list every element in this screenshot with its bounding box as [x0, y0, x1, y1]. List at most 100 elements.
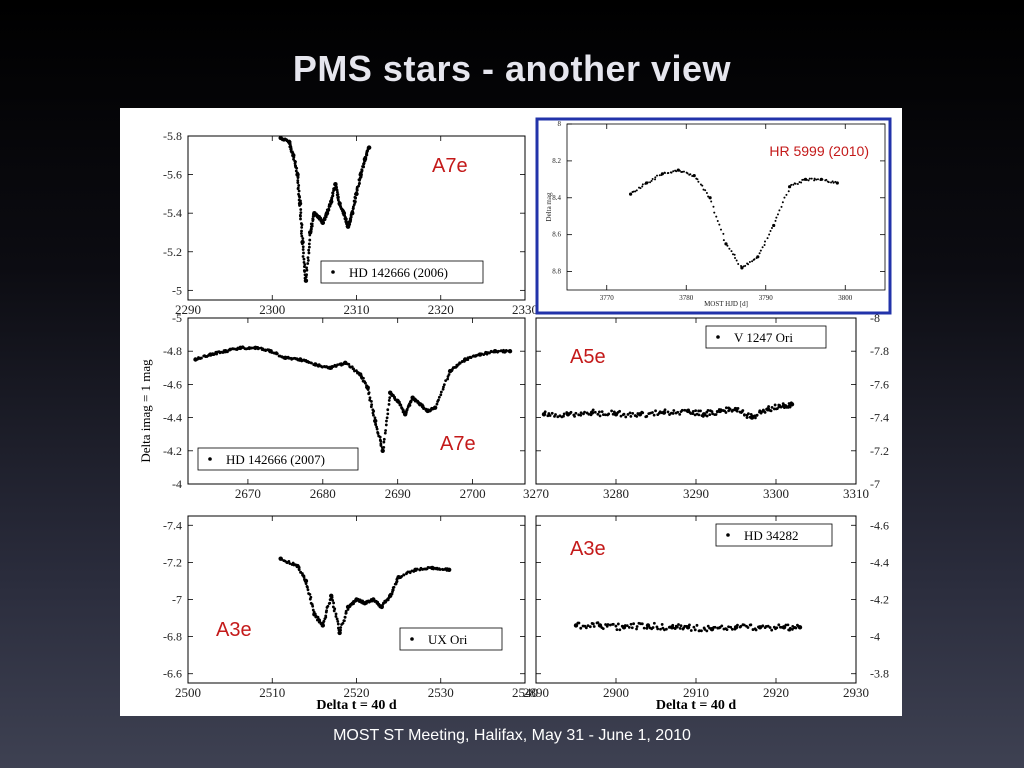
data-point: [304, 582, 308, 585]
data-point: [774, 219, 777, 222]
data-point: [635, 627, 638, 631]
x-tick-label: 2920: [763, 685, 789, 700]
data-point: [336, 619, 340, 623]
data-point: [645, 414, 649, 418]
data-point: [367, 392, 371, 396]
data-point: [641, 185, 644, 188]
data-point: [302, 265, 306, 269]
data-point: [764, 240, 767, 243]
y-tick-label: 8.4: [552, 194, 561, 202]
data-point: [562, 414, 565, 418]
y-tick-label: 8: [558, 120, 562, 128]
data-point: [287, 559, 291, 563]
data-point: [716, 219, 719, 222]
data-point: [800, 181, 803, 184]
data-point: [770, 226, 773, 229]
data-point: [687, 408, 690, 412]
data-point: [652, 621, 656, 625]
data-point: [703, 627, 707, 631]
data-point: [402, 573, 406, 577]
data-point: [303, 278, 309, 283]
y-tick-label: -7.6: [870, 377, 889, 391]
data-point: [296, 179, 300, 182]
y-tick-label: -7: [870, 477, 880, 491]
data-point: [790, 627, 794, 631]
data-point: [784, 623, 788, 627]
data-point: [350, 210, 354, 213]
data-point: [292, 155, 296, 159]
data-point: [667, 172, 670, 175]
data-point: [680, 408, 684, 412]
data-point: [630, 626, 634, 630]
data-point: [322, 619, 326, 623]
data-point: [701, 184, 704, 187]
data-point: [695, 623, 699, 627]
x-tick-label: 3270: [523, 486, 549, 501]
data-point: [606, 623, 610, 626]
data-point: [789, 402, 795, 407]
data-point: [300, 242, 304, 246]
x-tick-label: 2910: [683, 685, 709, 700]
data-point: [671, 623, 675, 627]
data-point: [614, 624, 618, 628]
data-point: [759, 249, 762, 252]
data-point: [767, 405, 771, 408]
y-tick-label: -5.2: [163, 245, 182, 259]
data-point: [691, 412, 695, 416]
x-tick-label: 2290: [175, 302, 201, 317]
data-point: [604, 623, 607, 626]
data-point: [808, 177, 811, 180]
data-point: [275, 352, 279, 356]
data-point: [302, 575, 306, 579]
data-point: [773, 403, 777, 407]
data-point: [739, 624, 743, 628]
data-point: [343, 615, 347, 619]
data-point: [300, 234, 304, 238]
data-point: [622, 412, 626, 416]
data-point: [400, 574, 404, 578]
data-point: [298, 195, 302, 199]
inset-title: HR 5999 (2010): [769, 143, 869, 159]
data-point: [297, 189, 301, 193]
data-point: [697, 413, 701, 417]
data-point: [730, 250, 733, 253]
panel-3: 3270 3280 3290 3300 3310 -8 -7.8 -7.6 -7.4 -7.2 -7…: [523, 311, 889, 501]
x-tick-label: 2310: [344, 302, 370, 317]
data-point: [749, 623, 753, 627]
legend-label: UX Ori: [428, 632, 468, 647]
data-point: [768, 233, 771, 236]
data-point: [352, 205, 355, 209]
x-tick-label: 2320: [428, 302, 454, 317]
panel-2: 2670 2680 2690 2700 -5 -4.8 -4.6 -4.4 -4.2 -4 HD 1…: [138, 311, 526, 501]
data-point: [754, 416, 757, 420]
data-point: [379, 439, 383, 443]
data-point: [388, 396, 392, 399]
data-point: [658, 174, 661, 177]
data-point: [618, 628, 622, 632]
plot-frame: [566, 123, 886, 291]
data-point: [363, 155, 367, 159]
data-point: [596, 412, 600, 416]
data-point: [408, 571, 412, 575]
data-point: [382, 445, 386, 449]
data-point: [626, 413, 630, 416]
data-point: [589, 410, 595, 415]
y-axis-label: Delta mag: [545, 192, 553, 221]
data-point: [737, 262, 740, 265]
data-point: [632, 622, 636, 626]
data-point: [618, 409, 622, 413]
data-point: [603, 413, 607, 417]
data-point: [444, 379, 448, 383]
data-point: [293, 162, 297, 165]
data-point: [835, 181, 839, 185]
legend-box: [197, 447, 359, 471]
data-point: [624, 415, 628, 419]
data-point: [783, 625, 787, 629]
data-point: [362, 165, 366, 169]
data-point: [751, 260, 754, 263]
data-point: [813, 179, 816, 182]
data-point: [368, 396, 372, 400]
data-points: [573, 621, 803, 633]
x-tick-label: 2690: [385, 486, 411, 501]
data-point: [306, 262, 310, 265]
